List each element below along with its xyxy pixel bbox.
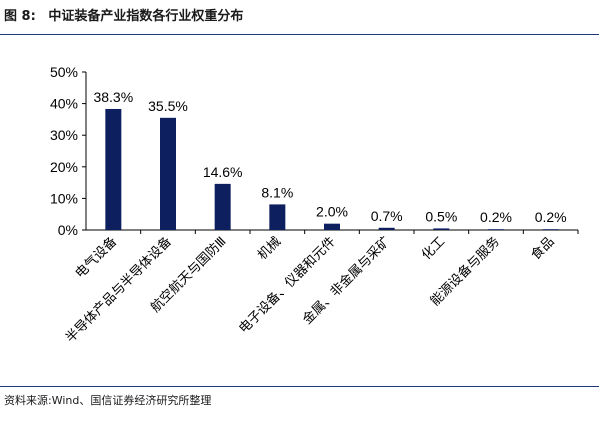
title-divider <box>0 34 599 35</box>
chart-title: 图 8: 中证装备产业指数各行业权重分布 <box>0 0 599 34</box>
data-label: 0.7% <box>371 208 403 224</box>
data-label: 0.2% <box>535 209 567 225</box>
bar <box>269 204 286 230</box>
figure-number: 图 8: <box>4 9 36 24</box>
figure-title: 中证装备产业指数各行业权重分布 <box>48 9 244 24</box>
y-tick-label: 20% <box>50 159 78 175</box>
data-labels: 38.3% 35.5% 14.6% 8.1% 2.0% 0.7% 0.5% 0.2% 0.2% <box>93 89 566 225</box>
y-tick-label: 40% <box>50 96 78 112</box>
data-label: 2.0% <box>316 204 348 220</box>
bar <box>214 183 231 230</box>
bars <box>105 108 559 230</box>
source-note: 资料来源:Wind、国信证券经济研究所整理 <box>4 394 212 407</box>
data-label: 8.1% <box>261 184 293 200</box>
y-tick-label: 50% <box>50 64 78 80</box>
y-tick-label: 10% <box>50 190 78 206</box>
bar <box>378 227 395 230</box>
category-label: 电气设备 <box>72 234 120 282</box>
category-label: 化工 <box>419 234 448 263</box>
data-label: 0.5% <box>425 208 457 224</box>
bar <box>160 117 176 230</box>
category-label: 半导体产品与半导体设备 <box>62 234 174 346</box>
data-label: 35.5% <box>148 98 188 114</box>
category-label: 电子设备、仪器和元件 <box>236 234 339 337</box>
bar <box>488 229 504 230</box>
bar <box>433 228 450 230</box>
y-tick-label: 0% <box>58 222 78 238</box>
bar-chart: 0% 10% 20% 30% 40% 50% 38.3% 35.5% 14.6% 8.1% 2.0… <box>50 64 579 346</box>
data-label: 38.3% <box>93 89 133 105</box>
footer-divider <box>0 386 599 387</box>
data-label: 0.2% <box>480 209 512 225</box>
category-label: 食品 <box>528 234 558 264</box>
data-label: 14.6% <box>203 164 243 180</box>
y-tick-label: 30% <box>50 127 78 143</box>
bar <box>324 223 340 230</box>
category-label: 机械 <box>255 234 284 263</box>
bar <box>105 108 122 230</box>
bar <box>542 229 559 230</box>
